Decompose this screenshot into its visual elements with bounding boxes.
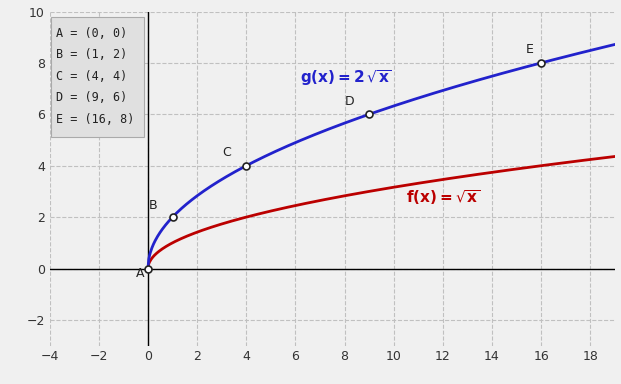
Text: C = (4, 4): C = (4, 4) (56, 70, 127, 83)
Text: E: E (526, 43, 533, 56)
Text: B: B (149, 199, 158, 212)
Text: $\bf{f(x) = \sqrt{x}}$: $\bf{f(x) = \sqrt{x}}$ (406, 188, 481, 207)
Text: $\bf{g(x) = 2\,\sqrt{x}}$: $\bf{g(x) = 2\,\sqrt{x}}$ (301, 69, 392, 88)
Text: B = (1, 2): B = (1, 2) (56, 48, 127, 61)
Text: A: A (136, 267, 144, 280)
FancyBboxPatch shape (51, 17, 144, 137)
Text: D = (9, 6): D = (9, 6) (56, 91, 127, 104)
Text: D: D (345, 95, 355, 108)
Text: E = (16, 8): E = (16, 8) (56, 113, 134, 126)
Text: C: C (223, 146, 232, 159)
Text: A = (0, 0): A = (0, 0) (56, 27, 127, 40)
